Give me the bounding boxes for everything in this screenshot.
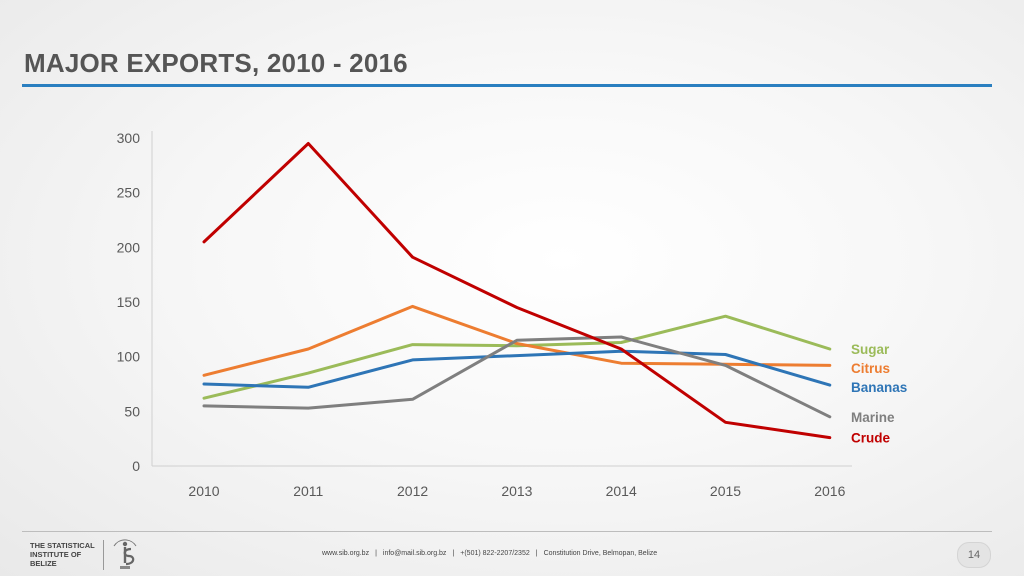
series-label-marine: Marine: [851, 410, 895, 425]
series-label-citrus: Citrus: [851, 361, 890, 376]
website-link[interactable]: www.sib.org.bz: [322, 550, 370, 557]
series-line-sugar: [202, 314, 832, 400]
y-tick-label: 150: [117, 294, 141, 310]
x-tick-label: 2014: [606, 483, 637, 499]
y-tick-labels: 0 50 100 150 200 250 300: [117, 130, 141, 474]
series-label-crude: Crude: [851, 431, 890, 446]
page-title: MAJOR EXPORTS, 2010 - 2016: [24, 48, 408, 78]
title-underline: [22, 84, 992, 87]
series-line-crude: [202, 142, 832, 440]
x-tick-label: 2011: [293, 483, 323, 499]
series-label-bananas: Bananas: [851, 380, 907, 395]
series-line-bananas: [202, 349, 832, 389]
chart-axes: [151, 131, 852, 467]
y-tick-label: 100: [117, 349, 141, 365]
y-tick-label: 0: [132, 458, 140, 474]
footer-contact: www.sib.org.bz | info@mail.sib.org.bz | +(50…: [322, 550, 658, 557]
email-link[interactable]: info@mail.sib.org.bz: [382, 550, 447, 557]
x-tick-label: 2012: [397, 483, 428, 499]
x-tick-label: 2010: [188, 483, 219, 499]
x-tick-label: 2015: [710, 483, 741, 499]
y-tick-label: 50: [124, 403, 140, 419]
series-line-marine: [202, 335, 832, 419]
x-tick-label: 2013: [501, 483, 532, 499]
org-name: THE STATISTICAL INSTITUTE OF BELIZE: [30, 541, 95, 568]
org-divider: [103, 540, 104, 570]
series-labels: Sugar Citrus Bananas Marine Crude: [851, 342, 907, 446]
y-tick-label: 250: [117, 185, 141, 201]
sib-logo-icon: [113, 539, 137, 569]
phone-number: +(501) 822-2207/2352: [460, 550, 530, 557]
y-tick-label: 200: [117, 239, 141, 255]
series-lines: [202, 142, 832, 440]
page-number-badge: 14: [957, 542, 991, 568]
x-tick-label: 2016: [814, 483, 845, 499]
address: Constitution Drive, Belmopan, Belize: [543, 550, 658, 557]
footer-divider: [22, 531, 992, 532]
series-label-sugar: Sugar: [851, 342, 890, 357]
y-tick-label: 300: [117, 130, 141, 146]
x-tick-labels: 2010 2011 2012 2013 2014 2015 2016: [188, 483, 845, 499]
